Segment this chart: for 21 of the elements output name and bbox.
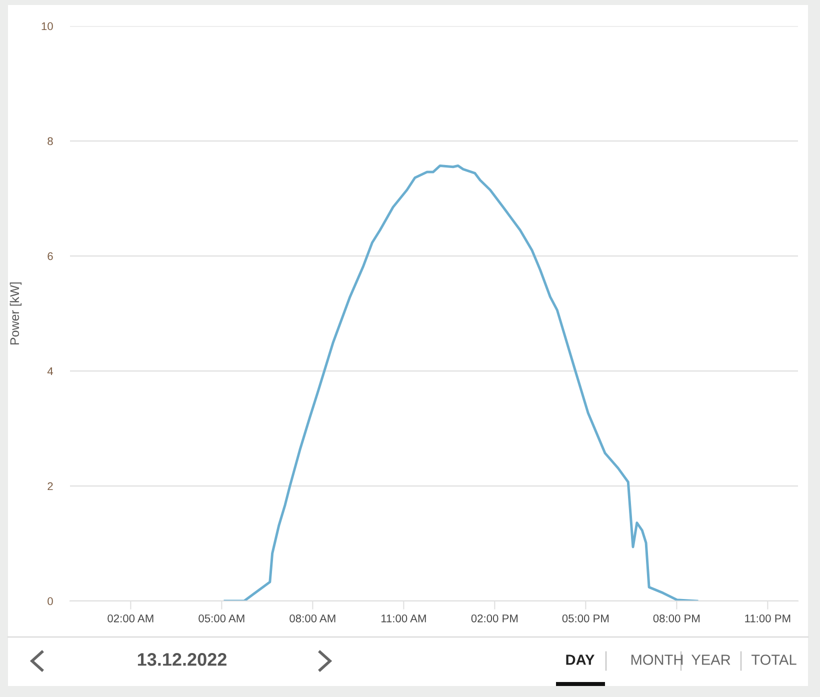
x-tick-label: 11:00 PM <box>745 614 790 622</box>
y-tick-label: 6 <box>48 252 53 260</box>
x-tick-label: 02:00 PM <box>471 614 518 622</box>
x-tick-label: 08:00 AM <box>290 614 336 622</box>
x-tick-label: 05:00 PM <box>562 614 609 622</box>
text: DAY <box>566 654 594 665</box>
text: MONTH <box>631 654 683 665</box>
y-tick-label: 4 <box>47 367 54 376</box>
x-tick-label: 08:00 PM <box>653 614 700 622</box>
text: YEAR <box>691 654 730 665</box>
text: TOTAL <box>751 654 796 665</box>
x-tick-label: 02:00 AM <box>108 614 154 622</box>
line-series <box>224 164 698 601</box>
y-tick-label: 8 <box>48 137 53 146</box>
x-tick-label: 05:00 AM <box>198 614 244 622</box>
x-tick-label: 11:00 AM <box>381 614 426 622</box>
y-axis-title: Power [kW] <box>10 282 22 344</box>
text: 13.12.2022 <box>138 653 226 666</box>
y-tick-label: 0 <box>48 597 53 606</box>
y-tick-label: 10 <box>42 22 53 30</box>
y-tick-label: 2 <box>48 482 53 490</box>
